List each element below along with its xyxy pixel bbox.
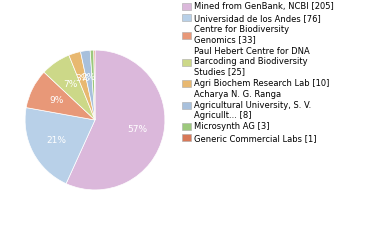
Wedge shape xyxy=(90,50,95,120)
Text: 9%: 9% xyxy=(49,96,63,105)
Wedge shape xyxy=(69,52,95,120)
Text: 21%: 21% xyxy=(47,136,66,145)
Text: 3%: 3% xyxy=(75,74,90,83)
Text: 57%: 57% xyxy=(127,125,147,134)
Legend: Mined from GenBank, NCBI [205], Universidad de los Andes [76], Centre for Biodiv: Mined from GenBank, NCBI [205], Universi… xyxy=(182,2,334,143)
Text: 2%: 2% xyxy=(82,72,96,82)
Wedge shape xyxy=(66,50,165,190)
Wedge shape xyxy=(94,50,95,120)
Wedge shape xyxy=(26,72,95,120)
Wedge shape xyxy=(44,55,95,120)
Wedge shape xyxy=(81,50,95,120)
Wedge shape xyxy=(25,108,95,184)
Text: 7%: 7% xyxy=(63,80,78,89)
